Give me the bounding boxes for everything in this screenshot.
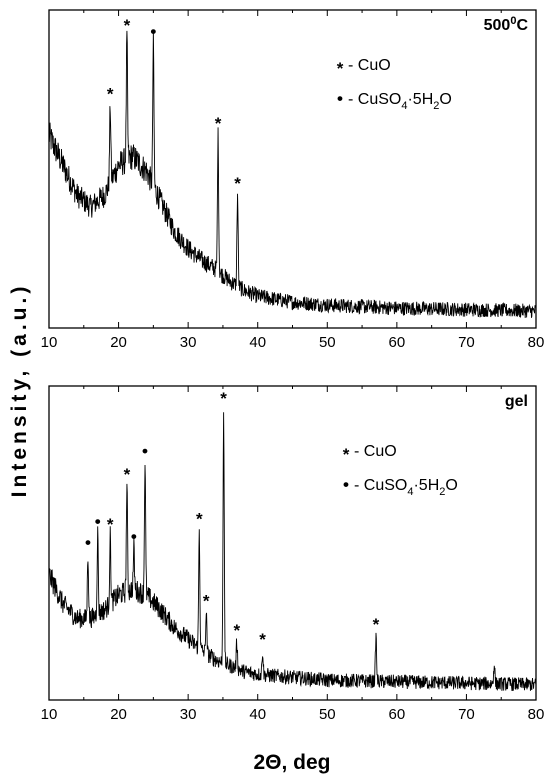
x-tick-label: 80 xyxy=(528,334,545,351)
panel-label: gel xyxy=(505,393,528,410)
legend-label: - CuSO4·5H2O xyxy=(348,91,452,112)
plot-frame xyxy=(48,385,537,701)
x-tick-label: 50 xyxy=(319,334,336,351)
chart-panel-1: 10 20 30 40 50 60 70 80•• **••**** **gel* - CuO• … xyxy=(41,385,545,723)
x-tick-label: 20 xyxy=(110,334,127,351)
x-tick-label: 20 xyxy=(110,706,127,723)
cuo-peak-marker: * xyxy=(203,592,210,611)
x-tick-label: 40 xyxy=(249,706,266,723)
legend-cuo-symbol: * xyxy=(343,445,350,464)
panel-label: 5000C xyxy=(484,15,529,34)
legend-cuso4-symbol: • xyxy=(337,89,343,108)
cuo-peak-marker: * xyxy=(196,509,203,528)
y-axis-title: Intensity, (a.u.) xyxy=(8,283,31,498)
x-tick-label: 30 xyxy=(180,334,197,351)
legend-cuso4-symbol: • xyxy=(343,475,349,494)
xrd-trace-line xyxy=(48,412,537,692)
x-tick-label: 60 xyxy=(389,706,406,723)
cuo-peak-marker: * xyxy=(107,84,114,103)
legend-label: - CuO xyxy=(348,57,391,74)
x-tick-label: 40 xyxy=(249,334,266,351)
cuo-peak-marker: * xyxy=(234,621,241,640)
x-tick-label: 10 xyxy=(41,706,58,723)
x-tick-label: 70 xyxy=(458,706,475,723)
cuo-peak-marker: * xyxy=(373,615,380,634)
cuso4-peak-marker: • xyxy=(95,512,101,531)
cuo-peak-marker: * xyxy=(234,174,241,193)
legend-label: - CuO xyxy=(354,443,397,460)
cuo-peak-marker: * xyxy=(215,114,222,133)
x-tick-label: 60 xyxy=(389,334,406,351)
cuo-peak-marker: * xyxy=(124,465,131,484)
xrd-trace-line xyxy=(48,30,537,319)
cuso4-peak-marker: • xyxy=(85,533,91,552)
legend-cuo-symbol: * xyxy=(337,59,344,78)
x-tick-label: 80 xyxy=(528,706,545,723)
x-tick-label: 50 xyxy=(319,706,336,723)
chart-panel-0: 10 20 30 40 50 60 70 80 * * • * * 5000C * - CuO • - CuS… xyxy=(41,9,545,351)
cuso4-peak-marker: • xyxy=(150,22,156,41)
cuo-peak-marker: * xyxy=(107,515,114,534)
cuo-peak-marker: * xyxy=(124,16,131,35)
cuo-peak-marker: * xyxy=(259,630,266,649)
cuso4-peak-marker: • xyxy=(131,527,137,546)
x-tick-label: 10 xyxy=(41,334,58,351)
cuo-peak-marker: * xyxy=(220,389,227,408)
cuso4-peak-marker: • xyxy=(142,442,148,461)
x-tick-label: 30 xyxy=(180,706,197,723)
x-tick-label: 70 xyxy=(458,334,475,351)
x-axis-title: 2Θ, deg xyxy=(253,751,330,774)
legend-label: - CuSO4·5H2O xyxy=(354,477,458,498)
